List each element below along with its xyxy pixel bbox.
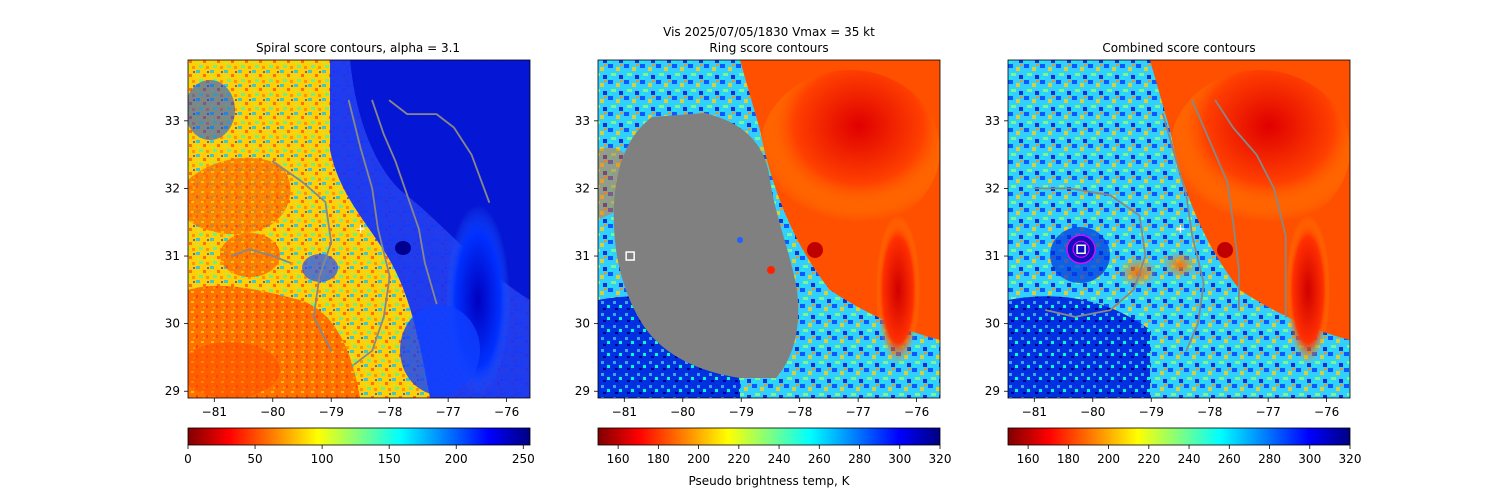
colorbar-tick-label: 150 <box>378 452 401 466</box>
contour-line <box>388 99 491 203</box>
colorbar-tick-label: 260 <box>1218 452 1241 466</box>
colorbar-tick-label: 240 <box>768 452 791 466</box>
y-tick-label: 31 <box>985 249 1000 263</box>
colorbar-tick-label: 180 <box>1057 452 1080 466</box>
colorbar-tick-label: 180 <box>647 452 670 466</box>
axes-layer: −81 −80 −79 −78 −77 −76 29 30 31 32 33 −81 −80 −79 −78… <box>165 59 1351 419</box>
colorbar-1 <box>187 427 531 446</box>
colorbar-tick-label: 0 <box>184 452 192 466</box>
figure-title: Vis 2025/07/05/1830 Vmax = 35 kt <box>663 25 875 39</box>
x-tick-label: −77 <box>845 405 870 419</box>
y-tick-label: 31 <box>575 249 590 263</box>
x-tick-label: −81 <box>1022 405 1047 419</box>
y-tick-label: 32 <box>985 181 1000 195</box>
x-tick-label: −81 <box>612 405 637 419</box>
colorbar-tick-label: 160 <box>1017 452 1040 466</box>
colorbar-tick-label: 250 <box>512 452 535 466</box>
x-tick-label: −81 <box>202 405 227 419</box>
panel-3-markers <box>1066 225 1185 264</box>
panel-3-frame <box>1007 59 1351 399</box>
center-marker <box>625 251 635 261</box>
x-tick-label: −79 <box>1139 405 1164 419</box>
x-tick-label: −80 <box>670 405 695 419</box>
center-marker <box>356 225 365 233</box>
contour-line <box>1162 113 1205 352</box>
x-tick-label: −76 <box>904 405 929 419</box>
colorbar-tick-label: 220 <box>727 452 750 466</box>
contour-line <box>271 160 333 352</box>
panel-3-title: Combined score contours <box>1102 41 1255 55</box>
x-tick-label: −77 <box>1255 405 1280 419</box>
panel-2-frame <box>597 59 941 399</box>
x-tick-label: −77 <box>435 405 460 419</box>
y-tick-label: 33 <box>575 114 590 128</box>
colorbar-tick-label: 160 <box>607 452 630 466</box>
x-tick-label: −79 <box>729 405 754 419</box>
panel-2-markers <box>625 251 635 261</box>
x-tick-label: −78 <box>1197 405 1222 419</box>
colorbar-tick-label: 200 <box>445 452 468 466</box>
colorbar-ticks: 0 50 100 150 200 250 160 180 200 220 240 260 280 300 3… <box>184 445 1361 466</box>
y-tick-label: 30 <box>575 317 590 331</box>
center-inner-ring <box>1072 240 1090 258</box>
y-tick-label: 33 <box>165 114 180 128</box>
colorbar-tick-label: 300 <box>1298 452 1321 466</box>
x-tick-label: −78 <box>377 405 402 419</box>
panel-2-title: Ring score contours <box>709 41 828 55</box>
y-tick-label: 33 <box>985 114 1000 128</box>
colorbar-tick-label: 300 <box>888 452 911 466</box>
y-tick-label: 30 <box>985 317 1000 331</box>
colorbar-tick-label: 320 <box>929 452 952 466</box>
x-tick-label: −78 <box>787 405 812 419</box>
colorbar-tick-label: 280 <box>1258 452 1281 466</box>
y-tick-label: 32 <box>165 181 180 195</box>
colorbar-tick-label: 200 <box>1097 452 1120 466</box>
y-tick-label: 32 <box>575 181 590 195</box>
colorbar-tick-label: 320 <box>1339 452 1362 466</box>
contour-line <box>1214 99 1287 318</box>
y-tick-label: 29 <box>985 384 1000 398</box>
x-tick-label: −80 <box>1080 405 1105 419</box>
panel-3-heatmap <box>1008 60 1350 398</box>
colorbar-tick-label: 200 <box>687 452 710 466</box>
contour-line <box>371 99 438 305</box>
x-tick-label: −76 <box>494 405 519 419</box>
x-tick-label: −79 <box>319 405 344 419</box>
panel-1-heatmap <box>188 60 530 398</box>
contour-line <box>230 248 292 264</box>
colorbar-tick-label: 280 <box>848 452 871 466</box>
center-ring <box>1066 234 1096 264</box>
contour-line <box>347 99 391 366</box>
colorbar-tick-label: 240 <box>1178 452 1201 466</box>
y-tick-label: 31 <box>165 249 180 263</box>
colorbar-tick-label: 100 <box>311 452 334 466</box>
y-tick-label: 30 <box>165 317 180 331</box>
panel-1-frame <box>187 59 531 399</box>
contour-line <box>1191 99 1240 312</box>
panel-2-mask <box>613 113 799 378</box>
panel-1-markers <box>356 225 365 233</box>
y-tick-label: 29 <box>575 384 590 398</box>
center-marker <box>1076 244 1086 255</box>
colorbar-2 <box>597 427 941 446</box>
panel-2-heatmap <box>598 60 940 398</box>
contour-line <box>1033 187 1147 318</box>
colorbar-tick-label: 260 <box>808 452 831 466</box>
panel-1-contours <box>230 99 491 366</box>
colorbar-tick-label: 220 <box>1137 452 1160 466</box>
panel-1-title: Spiral score contours, alpha = 3.1 <box>256 41 460 55</box>
y-tick-label: 29 <box>165 384 180 398</box>
colorbar-label: Pseudo brightness temp, K <box>688 474 850 488</box>
colorbar-tick-label: 50 <box>247 452 262 466</box>
panel-3-contours <box>1033 99 1287 352</box>
colorbar-3 <box>1007 427 1351 446</box>
secondary-marker <box>1176 225 1185 233</box>
x-tick-label: −80 <box>260 405 285 419</box>
x-tick-label: −76 <box>1314 405 1339 419</box>
